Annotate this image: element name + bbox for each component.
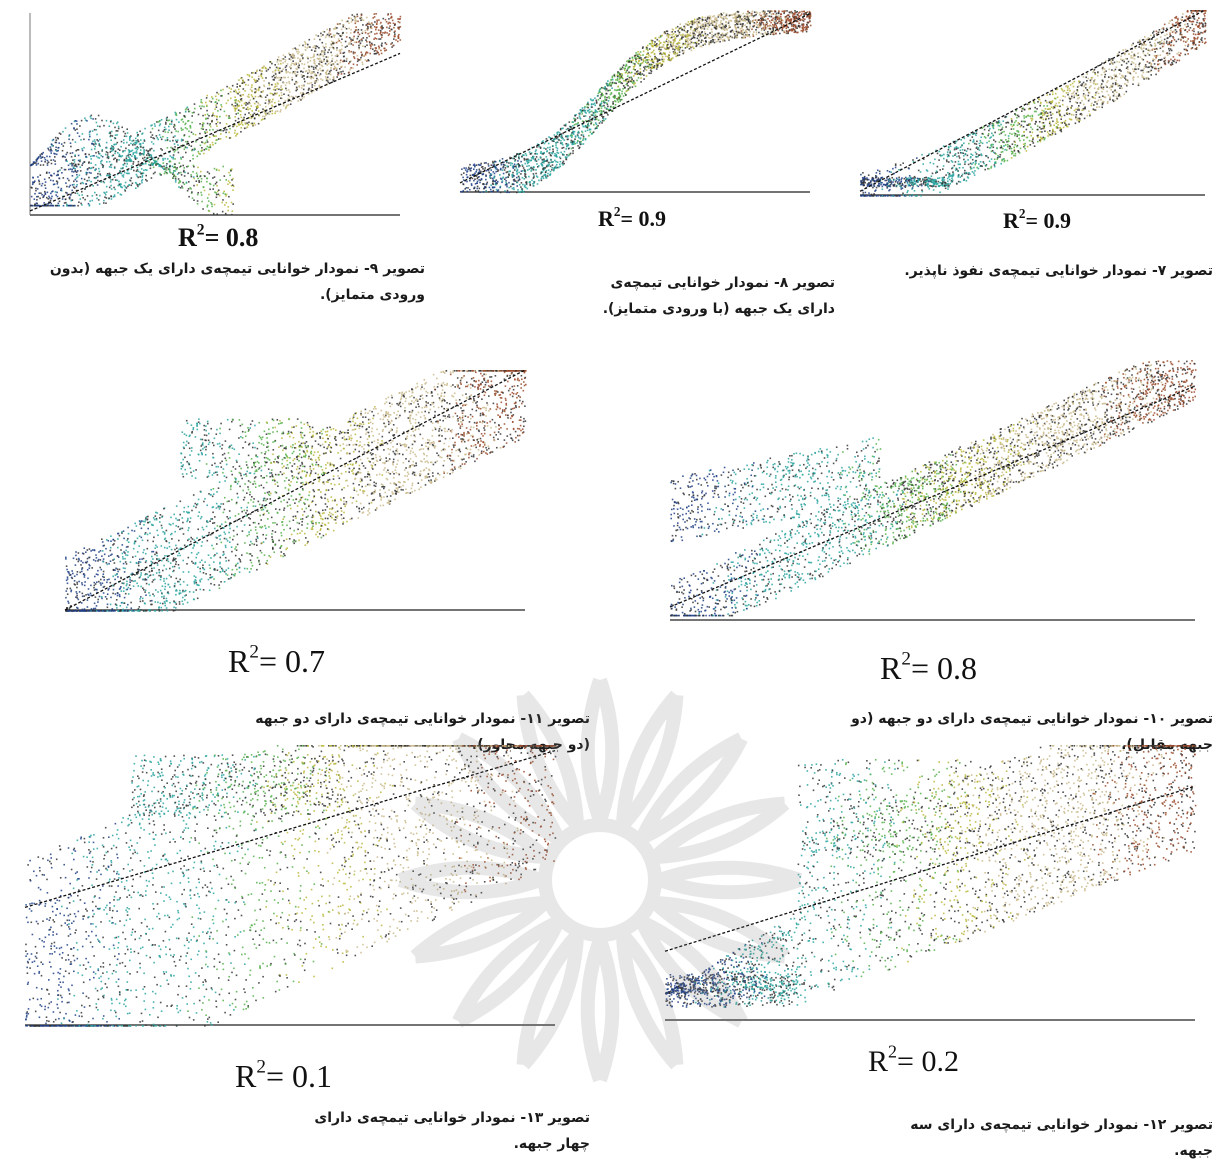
r2-label-13: R2= 0.1	[235, 1058, 332, 1095]
r2-label-12: R2= 0.2	[868, 1045, 959, 1079]
figure-10	[640, 345, 1215, 655]
caption-12: تصویر ۱۲- نمودار خوانایی تیمچه‌ی دارای س…	[900, 1112, 1213, 1164]
caption-13: تصویر ۱۳- نمودار خوانایی تیمچه‌ی دارای چ…	[290, 1105, 590, 1157]
r2-label-7: R2= 0.9	[1003, 208, 1071, 234]
scatter-plot-9	[5, 5, 415, 230]
figure-7	[840, 5, 1215, 215]
caption-8: تصویر ۸- نمودار خوانایی تیمچه‌ی دارای یک…	[600, 270, 835, 322]
r2-label-9: R2= 0.8	[178, 223, 258, 253]
caption-7: تصویر ۷- نمودار خوانایی تیمچه‌ی نفوذ ناپ…	[880, 258, 1213, 284]
r2-label-8: R2= 0.9	[598, 206, 666, 232]
figure-9	[5, 5, 415, 230]
scatter-plot-8	[440, 5, 820, 210]
caption-9: تصویر ۹- نمودار خوانایی تیمچه‌ی دارای یک…	[5, 256, 425, 308]
figure-11	[5, 355, 565, 635]
figure-8	[440, 5, 820, 210]
scatter-plot-10	[640, 345, 1215, 655]
r2-label-10: R2= 0.8	[880, 650, 977, 687]
journal-logo-watermark	[380, 660, 820, 1100]
r2-label-11: R2= 0.7	[228, 643, 325, 680]
scatter-plot-11	[5, 355, 565, 635]
scatter-plot-7	[840, 5, 1215, 215]
